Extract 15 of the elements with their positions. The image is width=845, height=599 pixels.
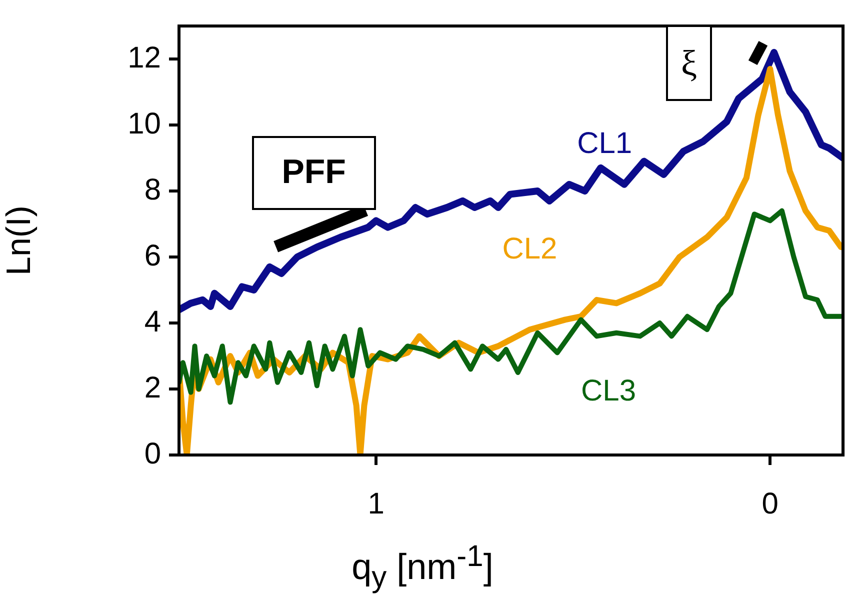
series-label: CL1 [577, 127, 632, 160]
y-tick-label: 2 [144, 371, 161, 404]
annotation: PFF [252, 136, 376, 210]
y-tick-label: 8 [144, 173, 161, 206]
series-label: CL3 [581, 374, 636, 408]
y-tick-label: 4 [144, 305, 161, 338]
y-tick-label: 10 [128, 107, 161, 140]
y-axis-title: Ln(I) [0, 206, 38, 276]
series-label: CL2 [502, 232, 558, 266]
y-tick-label: 6 [144, 239, 161, 272]
y-tick-label: 0 [144, 437, 161, 470]
annotation: ξ [666, 25, 712, 101]
x-axis-title: q$_{y}$ [nm$^{-1}$] [350, 540, 494, 596]
x-tick-label: 1 [368, 487, 384, 520]
y-tick-label: 12 [128, 41, 161, 74]
